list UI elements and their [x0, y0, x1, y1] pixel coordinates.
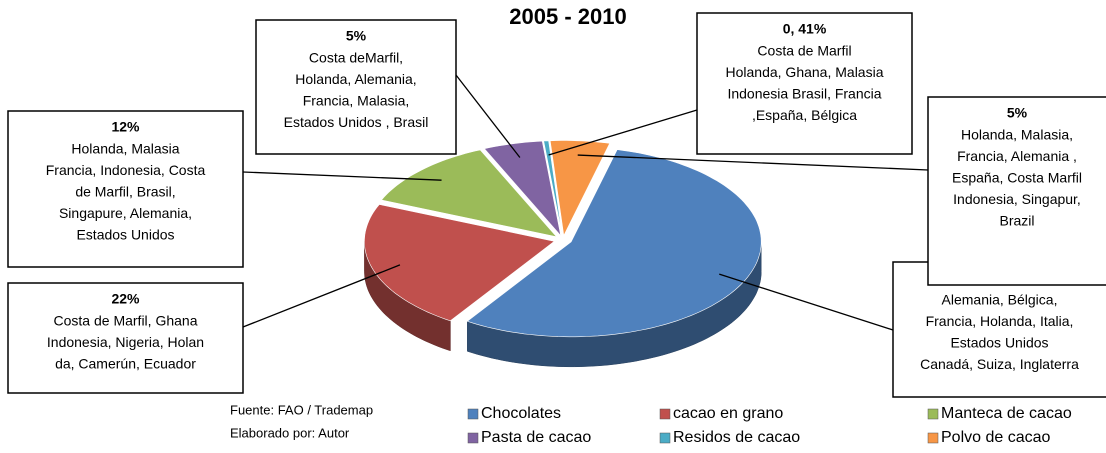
- value-label: 12%: [111, 119, 140, 135]
- legend-label: Polvo de cacao: [941, 429, 1051, 446]
- annotation-line: Francia, Holanda, Italia,: [926, 313, 1074, 329]
- leader-line: [242, 171, 442, 181]
- legend-label: Chocolates: [481, 405, 561, 422]
- annotation-line: Indonesia Brasil, Francia: [727, 86, 881, 102]
- slice: [549, 140, 611, 237]
- leader-line: [455, 74, 521, 158]
- annotation-line: Holanda, Ghana, Malasia: [726, 64, 884, 80]
- annotation-line: ,España, Bélgica: [752, 107, 857, 123]
- annotation-box: [7, 282, 244, 394]
- slice: [483, 140, 562, 237]
- value-label: 0, 41%: [783, 21, 827, 37]
- annotation-line: Brazil: [999, 213, 1034, 229]
- annotation-line: da, Camerún, Ecuador: [55, 356, 196, 372]
- annotation-line: Holanda, Malasia,: [961, 127, 1073, 143]
- leader-line: [548, 109, 698, 156]
- value-label: 5%: [346, 28, 367, 44]
- legend-swatch: [927, 408, 939, 420]
- annotation-line: Costa de Marfil: [757, 43, 851, 59]
- annotation-box: [255, 19, 457, 155]
- legend-label: Pasta de cacao: [481, 429, 591, 446]
- legend-label: Manteca de cacao: [941, 405, 1072, 422]
- slice: [364, 204, 556, 322]
- annotation-line: Estados Unidos , Brasil: [284, 114, 429, 130]
- slice: [543, 140, 563, 236]
- annotation-line: Holanda, Malasia: [71, 141, 179, 157]
- annotation-line: Canadá, Suiza, Inglaterra: [920, 356, 1079, 372]
- annotation-line: Estados Unidos: [950, 335, 1048, 351]
- leader-line: [242, 264, 401, 328]
- legend-swatch: [467, 432, 479, 444]
- annotation-line: Alemania, Bélgica,: [942, 292, 1058, 308]
- annotation-box: [696, 12, 913, 155]
- annotation-line: Singapure, Alemania,: [59, 205, 192, 221]
- chart-title: 2005 - 2010: [509, 4, 626, 29]
- slice: [466, 149, 762, 338]
- legend-swatch: [927, 432, 939, 444]
- legend-label: Residos de cacao: [673, 429, 800, 446]
- legend-swatch: [659, 408, 671, 420]
- annotation-line: Costa deMarfil,: [309, 50, 403, 66]
- legend-label: cacao en grano: [673, 405, 783, 422]
- annotation-line: Indonesia, Nigeria, Holan: [47, 334, 204, 350]
- legend-swatch: [467, 408, 479, 420]
- value-label: 5%: [1007, 105, 1028, 121]
- annotation-line: Indonesia, Singapur,: [953, 191, 1081, 207]
- annotation-line: Francia, Malasia,: [303, 93, 410, 109]
- note: Elaborado por: Autor: [230, 425, 350, 440]
- legend-swatch: [659, 432, 671, 444]
- note: Fuente: FAO / Trademap: [230, 402, 373, 417]
- annotation-line: Holanda, Alemania,: [295, 71, 416, 87]
- annotation-line: Francia, Alemania ,: [957, 148, 1077, 164]
- annotation-line: Francia, Indonesia, Costa: [46, 162, 206, 178]
- value-label: 22%: [111, 291, 140, 307]
- annotation-line: España, Costa Marfil: [952, 170, 1082, 186]
- leader-line: [719, 273, 894, 331]
- annotation-line: Costa de Marfil, Ghana: [54, 313, 198, 329]
- annotation-box: [7, 110, 244, 268]
- annotation-box: [927, 96, 1106, 286]
- slice: [380, 149, 558, 238]
- annotation-line: de Marfil, Brasil,: [75, 184, 175, 200]
- leader-line: [577, 154, 929, 171]
- annotation-line: Estados Unidos: [76, 227, 174, 243]
